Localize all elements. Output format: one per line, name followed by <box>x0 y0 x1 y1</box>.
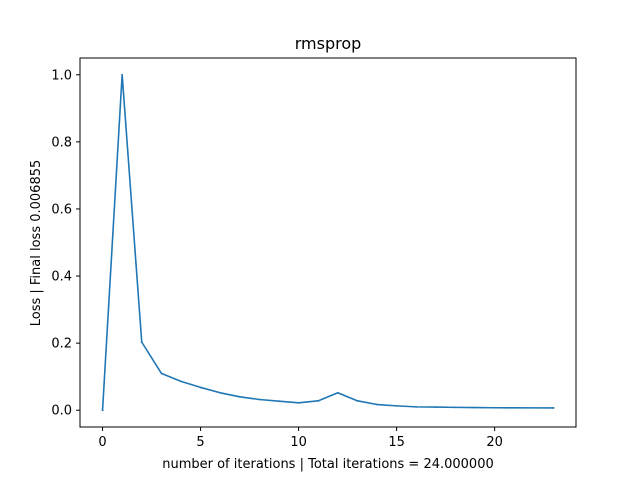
data-point <box>356 399 359 402</box>
y-tick-label: 0.4 <box>51 270 72 285</box>
data-point <box>513 406 516 409</box>
data-point <box>317 399 320 402</box>
x-tick-label: 15 <box>388 435 405 450</box>
data-point <box>199 386 202 389</box>
data-point <box>101 409 104 412</box>
x-tick-label: 10 <box>290 435 307 450</box>
x-tick-label: 0 <box>98 435 106 450</box>
series-line-0 <box>101 73 555 412</box>
data-point <box>297 401 300 404</box>
x-tick-label: 20 <box>486 435 503 450</box>
data-point <box>278 400 280 403</box>
data-point <box>258 398 261 401</box>
x-tick-label: 5 <box>196 435 204 450</box>
data-point <box>454 406 457 409</box>
data-point <box>532 406 535 409</box>
data-point <box>336 391 339 394</box>
y-tick-label: 0.2 <box>51 337 72 352</box>
y-axis-label: Loss | Final loss 0.006855 <box>29 160 44 327</box>
data-point <box>219 391 222 394</box>
data-point <box>238 395 241 398</box>
data-point <box>552 407 555 409</box>
data-point <box>415 405 418 408</box>
data-point <box>180 380 182 383</box>
data-point <box>493 406 496 409</box>
y-tick-label: 0.6 <box>51 202 72 217</box>
y-tick-label: 0.0 <box>51 404 72 419</box>
data-point <box>474 406 476 409</box>
y-tick-label: 1.0 <box>51 68 72 83</box>
data-point <box>395 404 398 407</box>
series-layer <box>101 73 555 412</box>
plot-frame <box>79 57 577 428</box>
data-point <box>376 403 378 406</box>
data-point <box>140 341 143 344</box>
chart-title: rmsprop <box>295 34 362 53</box>
data-point <box>434 406 437 409</box>
x-axis-label: number of iterations | Total iterations … <box>162 457 494 472</box>
data-point <box>160 372 163 375</box>
tick-layer: 0 5 10 15 20 0.0 0.2 0.4 0.6 0.8 1.0 <box>51 68 503 450</box>
y-tick-label: 0.8 <box>51 135 72 150</box>
data-point <box>121 73 124 76</box>
